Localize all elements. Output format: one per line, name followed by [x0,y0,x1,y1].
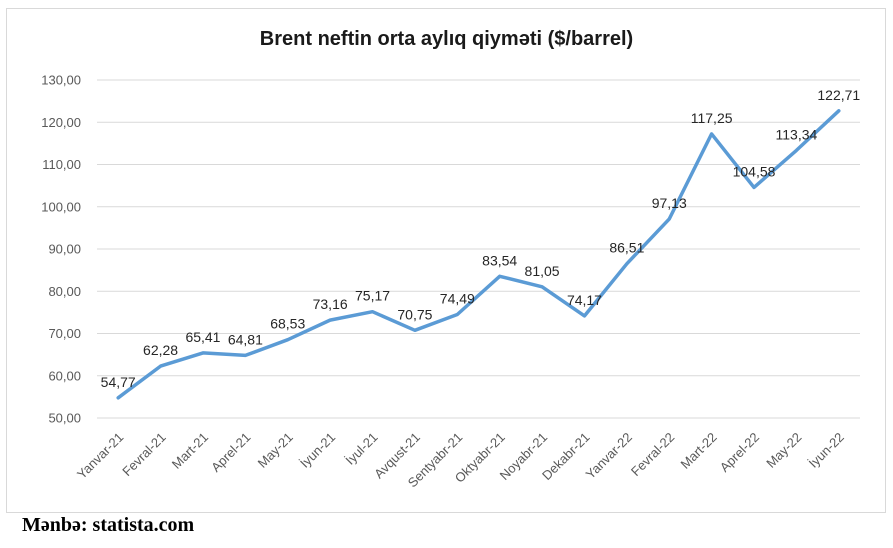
data-label: 122,71 [817,87,860,103]
data-label: 65,41 [185,329,220,345]
data-label: 97,13 [652,195,687,211]
data-label: 73,16 [313,296,348,312]
y-tick-label: 80,00 [48,284,81,299]
data-label: 74,17 [567,292,602,308]
source-note: Mәnbә: statista.com [22,514,195,536]
y-tick-label: 60,00 [48,368,81,383]
data-label: 117,25 [691,110,733,126]
data-label: 86,51 [609,240,644,256]
data-labels: 54,77 62,28 65,41 64,81 68,53 73,16 75,17 70,75… [101,87,861,390]
series-line [116,109,841,400]
y-axis: 50,00 60,00 70,00 80,00 90,00 100,00 110,00 120… [41,73,81,426]
data-label: 70,75 [397,306,432,322]
x-tick-label: Aprel-21 [208,430,253,475]
data-label: 54,77 [101,374,136,390]
x-tick-label: İyun-21 [297,430,338,471]
x-tick-label: Mart-22 [677,430,719,472]
x-tick-label: İyul-21 [342,430,380,468]
data-label: 64,81 [228,331,263,347]
data-label: 83,54 [482,252,517,268]
x-tick-label: Aprel-22 [717,430,762,475]
x-tick-label: Mart-21 [169,430,211,472]
x-tick-label: Fevral-21 [119,430,168,479]
gridlines [97,79,860,419]
x-tick-label: Fevral-22 [628,430,677,479]
series [116,109,841,400]
x-tick-label: Yanvar-22 [583,430,635,482]
y-tick-label: 130,00 [41,73,81,88]
x-tick-label: Yanvar-21 [74,430,126,482]
y-tick-label: 100,00 [41,199,81,214]
data-label: 113,34 [776,126,818,142]
x-tick-label: İyun-22 [806,430,847,471]
chart-title: Brent neftin orta aylıq qiymәti ($/barre… [259,28,634,50]
data-label: 75,17 [355,288,390,304]
y-tick-label: 110,00 [42,157,81,172]
y-tick-label: 90,00 [48,242,81,257]
data-label: 104,58 [733,163,776,179]
y-tick-label: 120,00 [41,115,81,130]
x-tick-label: May-22 [763,430,804,471]
x-tick-label: May-21 [255,430,296,471]
chart-frame [6,8,886,513]
data-label: 62,28 [143,342,178,358]
y-tick-label: 50,00 [48,411,81,426]
y-tick-label: 70,00 [48,326,81,341]
data-label: 68,53 [270,316,305,332]
data-label: 81,05 [525,263,560,279]
data-label: 74,49 [440,291,475,307]
